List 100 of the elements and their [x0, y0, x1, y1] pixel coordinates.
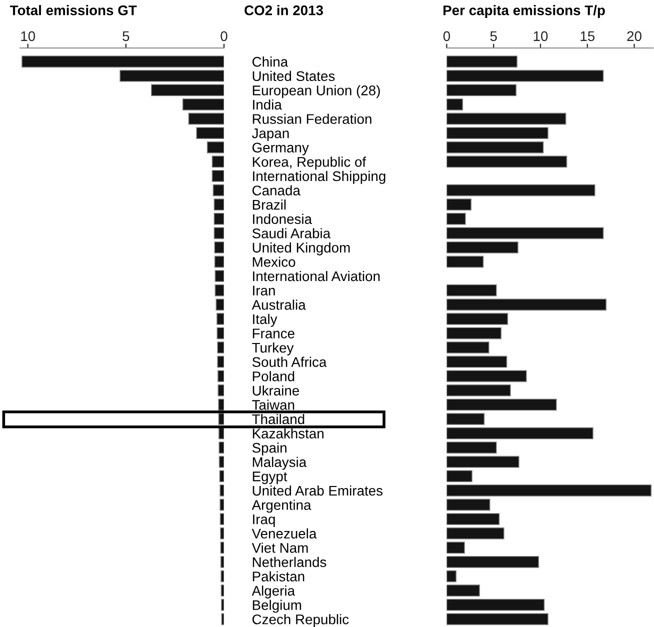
y-tick-label: Germany	[252, 142, 309, 156]
bar	[218, 456, 224, 468]
bar	[446, 156, 568, 168]
bar	[182, 98, 224, 110]
bar	[446, 112, 566, 125]
y-tick-label: Egypt	[252, 472, 288, 484]
bar	[446, 184, 596, 196]
bar	[218, 384, 224, 396]
y-tick-label: Poland	[252, 371, 294, 382]
bar	[446, 212, 466, 225]
y-tick-label: Japan	[252, 128, 289, 141]
y-tick-label: Pakistan	[252, 571, 304, 582]
bar	[214, 270, 224, 282]
x-tick-label: 10	[534, 31, 548, 42]
bar	[446, 327, 502, 340]
chart-title: Total emissions GT	[10, 5, 137, 16]
y-tick-label: Belgium	[252, 600, 302, 613]
text: CO2 in 2013	[244, 5, 324, 16]
x-tick-label: 0	[220, 31, 228, 42]
bar	[446, 84, 517, 96]
x-tick-label: 15	[580, 31, 594, 42]
x-tick-label: 0	[443, 31, 450, 42]
bar	[214, 198, 224, 211]
bar	[220, 484, 224, 496]
bar	[214, 227, 224, 240]
bar	[214, 212, 224, 225]
bar	[446, 613, 548, 626]
bar	[219, 470, 224, 482]
y-tick-label: Iran	[253, 286, 275, 296]
y-tick-label: International Aviation	[253, 270, 380, 282]
bar	[220, 584, 224, 597]
y-tick-label: Mexico	[252, 256, 296, 267]
y-tick-label: Saudi Arabia	[252, 228, 331, 238]
bar	[212, 170, 224, 182]
bar	[446, 484, 652, 496]
y-tick-label: Brazil	[252, 200, 286, 210]
bar	[446, 370, 527, 382]
bar	[446, 442, 497, 454]
bar	[446, 556, 540, 568]
bar	[217, 356, 224, 368]
bar	[220, 542, 224, 554]
y-tick-label: South Africa	[252, 356, 327, 367]
y-tick-label: China	[252, 56, 288, 67]
bar	[446, 527, 504, 540]
bar	[221, 613, 224, 626]
bar	[214, 284, 224, 296]
y-tick-label: International Shipping	[253, 170, 386, 184]
y-tick-label: United States	[252, 70, 335, 82]
bar	[216, 327, 224, 340]
y-tick-label: European Union (28)	[252, 85, 380, 98]
bar	[446, 312, 508, 325]
bar	[220, 513, 224, 526]
bar	[220, 498, 224, 511]
y-tick-label: Netherlands	[252, 556, 326, 568]
bar	[446, 498, 490, 511]
y-tick-label: Spain	[252, 442, 286, 456]
bar	[446, 584, 480, 597]
bar	[214, 241, 224, 254]
bar	[446, 198, 472, 211]
y-tick-label: Viet Nam	[252, 542, 308, 553]
y-tick-label: Russian Federation	[252, 114, 372, 124]
bar	[446, 356, 508, 368]
y-tick-label: Thailand	[252, 414, 304, 424]
bar	[446, 398, 557, 411]
bar	[446, 241, 518, 254]
bar	[217, 342, 224, 354]
bar	[446, 256, 484, 268]
bar	[206, 141, 224, 154]
y-tick-label: Australia	[252, 300, 306, 310]
bar	[188, 112, 224, 125]
y-tick-label: Iraq	[253, 514, 275, 527]
y-tick-label: Indonesia	[253, 214, 312, 224]
y-tick-label: Malaysia	[252, 456, 307, 470]
y-tick-label: India	[253, 99, 282, 110]
y-tick-label: Venezuela	[252, 528, 317, 539]
bar	[220, 570, 224, 582]
bar	[218, 412, 224, 425]
y-tick-label: Canada	[252, 185, 300, 196]
x-tick-label: 20	[627, 31, 642, 42]
y-tick-label: Argentina	[252, 500, 312, 513]
bar	[220, 527, 224, 540]
bar	[22, 56, 224, 68]
y-tick-label: Algeria	[252, 586, 296, 598]
bar	[446, 342, 490, 354]
y-tick-label: United Kingdom	[252, 242, 350, 256]
y-tick-label: Ukraine	[252, 385, 300, 396]
y-tick-label: Kazakhstan	[252, 428, 324, 438]
bar	[446, 412, 485, 425]
bar	[446, 141, 544, 154]
x-tick-label: 10	[21, 31, 36, 42]
bar	[216, 312, 224, 325]
bar	[196, 127, 224, 140]
bar	[446, 284, 497, 296]
bar	[446, 227, 604, 240]
bar	[446, 298, 607, 311]
bar	[446, 427, 594, 440]
bar	[212, 156, 224, 168]
bar	[216, 298, 224, 311]
bar	[446, 570, 456, 582]
y-tick-label: Korea, Republic of	[252, 156, 366, 170]
